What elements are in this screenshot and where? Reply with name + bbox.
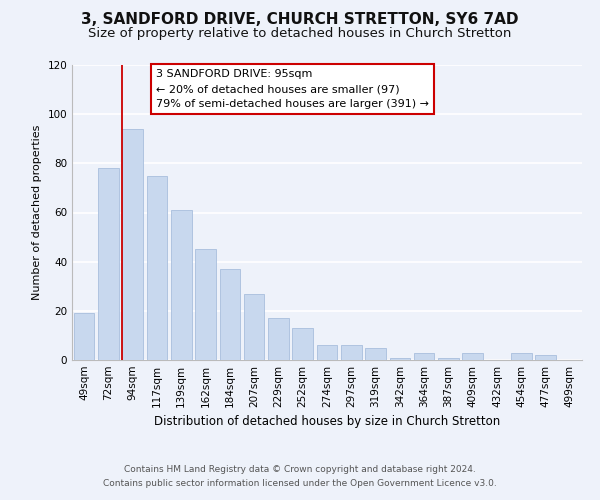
Text: 3, SANDFORD DRIVE, CHURCH STRETTON, SY6 7AD: 3, SANDFORD DRIVE, CHURCH STRETTON, SY6 … — [81, 12, 519, 28]
Bar — [463, 352, 483, 360]
Bar — [195, 250, 216, 360]
Bar — [98, 168, 119, 360]
Bar — [292, 328, 313, 360]
Bar — [244, 294, 265, 360]
Bar — [341, 345, 362, 360]
Bar — [122, 129, 143, 360]
X-axis label: Distribution of detached houses by size in Church Stretton: Distribution of detached houses by size … — [154, 416, 500, 428]
Text: Contains HM Land Registry data © Crown copyright and database right 2024.
Contai: Contains HM Land Registry data © Crown c… — [103, 466, 497, 487]
Bar — [268, 318, 289, 360]
Bar — [74, 314, 94, 360]
Bar — [317, 345, 337, 360]
Bar — [171, 210, 191, 360]
Bar — [535, 355, 556, 360]
Bar — [389, 358, 410, 360]
Bar — [220, 269, 240, 360]
Y-axis label: Number of detached properties: Number of detached properties — [32, 125, 42, 300]
Text: Size of property relative to detached houses in Church Stretton: Size of property relative to detached ho… — [88, 28, 512, 40]
Bar — [438, 358, 459, 360]
Bar — [414, 352, 434, 360]
Bar — [511, 352, 532, 360]
Bar — [365, 348, 386, 360]
Bar — [146, 176, 167, 360]
Text: 3 SANDFORD DRIVE: 95sqm
← 20% of detached houses are smaller (97)
79% of semi-de: 3 SANDFORD DRIVE: 95sqm ← 20% of detache… — [156, 70, 429, 109]
